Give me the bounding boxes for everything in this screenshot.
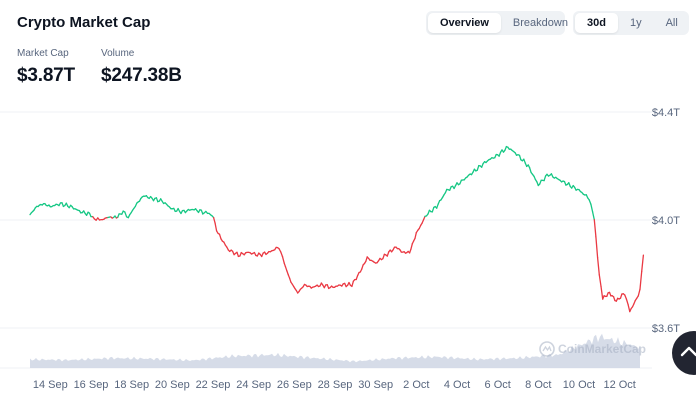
x-tick-label: 28 Sep xyxy=(318,379,353,391)
price-line-segment xyxy=(212,216,216,224)
price-line-segment xyxy=(236,251,240,258)
range-30d[interactable]: 30d xyxy=(575,13,618,33)
price-line-segment xyxy=(386,251,390,257)
tab-overview[interactable]: Overview xyxy=(428,13,501,33)
price-line-segment xyxy=(214,222,218,232)
price-line-segment xyxy=(288,277,292,283)
x-tick-label: 4 Oct xyxy=(444,379,470,391)
view-toggle: Overview Breakdown xyxy=(426,11,568,35)
price-line-segment xyxy=(639,270,643,290)
price-line-segment xyxy=(637,288,641,297)
price-line-segment xyxy=(619,293,623,299)
price-line-segment xyxy=(365,256,368,263)
price-line-segment xyxy=(498,151,502,157)
price-line-segment xyxy=(351,280,355,288)
x-tick-label: 24 Sep xyxy=(236,379,271,391)
x-tick-label: 2 Oct xyxy=(403,379,429,391)
market-cap-label: Market Cap xyxy=(17,48,69,59)
watermark-text: CoinMarketCap xyxy=(558,342,646,356)
x-axis: 14 Sep 16 Sep 18 Sep 20 Sep 22 Sep 24 Sep 26 S… xyxy=(33,379,636,391)
price-line-segment xyxy=(598,274,602,287)
market-cap-value: $3.87T xyxy=(17,65,75,86)
y-tick-label: $4.0T xyxy=(652,215,680,227)
x-tick-label: 10 Oct xyxy=(563,379,595,391)
price-line-segment xyxy=(281,255,285,264)
x-tick-label: 8 Oct xyxy=(525,379,551,391)
price-line-segment xyxy=(568,182,571,188)
price-line-segment xyxy=(361,264,364,270)
price-line-segment xyxy=(612,296,616,302)
y-axis: $4.4T $4.0T $3.6T xyxy=(652,107,680,335)
y-tick-label: $4.4T xyxy=(652,107,680,119)
range-1y[interactable]: 1y xyxy=(629,17,642,29)
volume-label: Volume xyxy=(101,48,135,59)
x-tick-label: 20 Sep xyxy=(155,379,190,391)
price-line-segment xyxy=(595,236,599,259)
x-tick-label: 16 Sep xyxy=(74,379,109,391)
price-line-segment xyxy=(624,294,628,300)
volume-stat: Volume $247.38B xyxy=(101,48,182,87)
price-line-segment xyxy=(591,211,595,221)
price-line-segment xyxy=(355,274,359,281)
market-cap-stat: Market Cap $3.87T xyxy=(17,48,75,87)
price-line-segment xyxy=(476,164,480,171)
x-tick-label: 18 Sep xyxy=(114,379,149,391)
price-line-segment xyxy=(641,254,645,273)
price-line-segment xyxy=(625,298,629,306)
x-tick-label: 30 Sep xyxy=(358,379,393,391)
tab-breakdown[interactable]: Breakdown xyxy=(512,17,568,29)
volume-area xyxy=(30,333,640,368)
price-line-segment xyxy=(518,154,522,161)
price-line-segment xyxy=(523,158,526,164)
y-tick-label: $3.6T xyxy=(652,323,680,335)
x-tick-label: 6 Oct xyxy=(485,379,511,391)
coinmarketcap-logo-icon xyxy=(539,341,555,357)
price-line-segment xyxy=(283,262,287,268)
price-line-segment xyxy=(543,175,547,182)
x-tick-label: 22 Sep xyxy=(196,379,231,391)
price-line-segment xyxy=(280,251,284,258)
price-line-segment xyxy=(593,219,597,238)
range-toggle: 30d 1y All xyxy=(573,11,689,35)
price-line-segment xyxy=(414,232,417,240)
watermark: CoinMarketCap xyxy=(539,341,646,357)
price-line-segment xyxy=(590,203,594,213)
price-line-segment xyxy=(410,243,413,250)
price-line-segment xyxy=(218,233,222,240)
price-line-segment xyxy=(504,145,508,151)
price-line-segment xyxy=(124,211,128,218)
page-title: Crypto Market Cap xyxy=(17,14,151,31)
price-line-segment xyxy=(155,197,159,203)
x-tick-label: 26 Sep xyxy=(277,379,312,391)
volume-value: $247.38B xyxy=(101,65,182,86)
price-line-segment xyxy=(627,303,631,313)
x-tick-label: 14 Sep xyxy=(33,379,68,391)
price-line-segment xyxy=(382,253,386,260)
price-line-segment xyxy=(528,167,532,174)
price-line-segment xyxy=(588,199,592,205)
range-all[interactable]: All xyxy=(665,17,678,29)
price-line-segment xyxy=(284,266,288,272)
price-line xyxy=(29,145,645,313)
price-line-segment xyxy=(286,270,289,276)
chevron-up-icon xyxy=(680,346,696,357)
price-line-segment xyxy=(596,257,600,276)
x-tick-label: 12 Oct xyxy=(603,379,635,391)
price-line-segment xyxy=(600,285,604,300)
price-line-segment xyxy=(431,206,435,213)
price-line-segment xyxy=(436,203,439,209)
chart-gridlines xyxy=(0,111,652,369)
volume-shape xyxy=(30,333,640,368)
